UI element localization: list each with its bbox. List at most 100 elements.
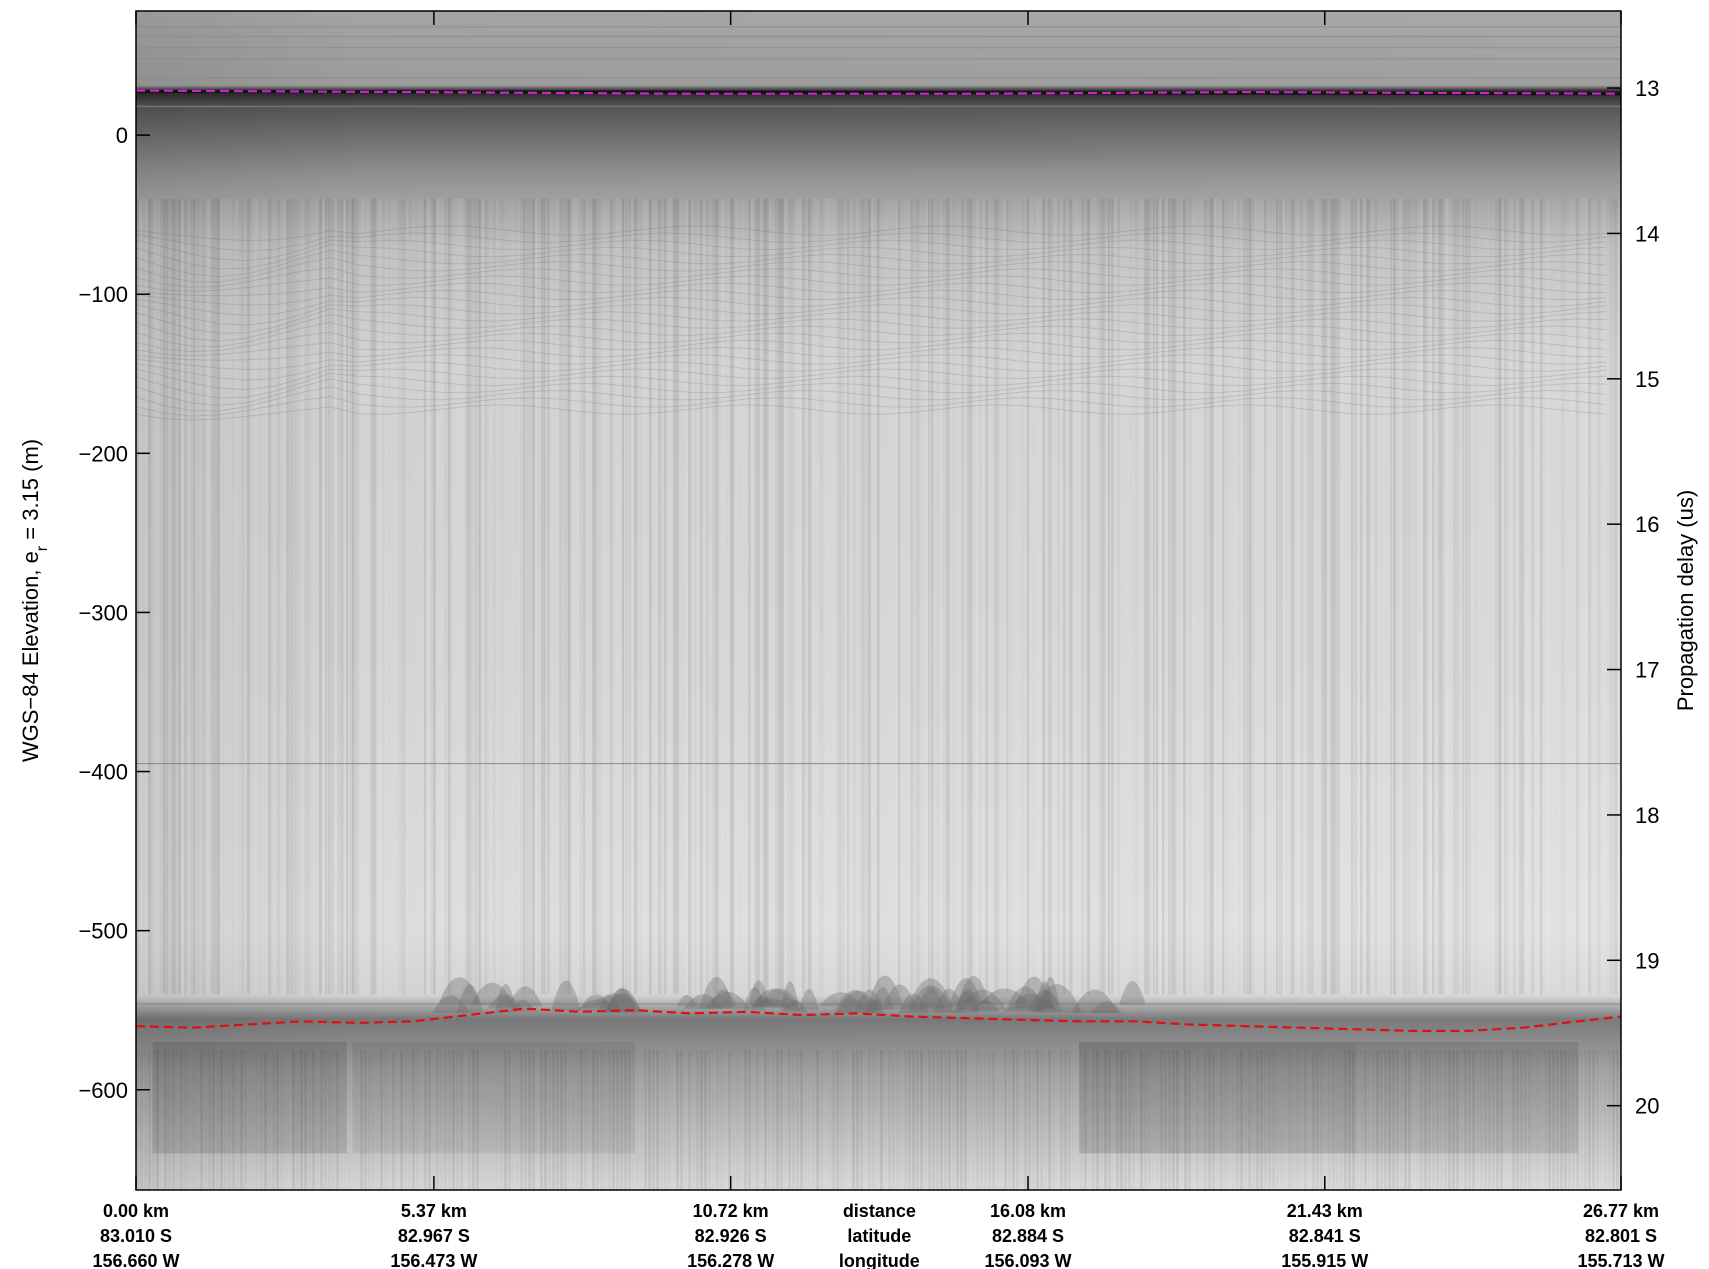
streak	[796, 198, 800, 995]
streak	[289, 198, 293, 995]
streak	[164, 1049, 167, 1190]
streak	[325, 198, 328, 995]
streak	[622, 198, 625, 995]
streak	[1165, 198, 1169, 995]
streak	[634, 198, 638, 995]
streak	[1140, 1049, 1143, 1190]
streak	[1096, 199, 1099, 995]
streak	[876, 1050, 879, 1190]
streak	[720, 1050, 723, 1190]
streak	[1432, 198, 1435, 995]
streak	[610, 198, 613, 995]
streak	[1270, 199, 1272, 995]
streak	[1153, 198, 1156, 995]
streak	[1160, 1049, 1163, 1190]
streak	[960, 1049, 963, 1190]
streak	[361, 198, 364, 995]
streak	[1222, 198, 1225, 995]
streak	[1102, 198, 1106, 995]
streak	[1213, 198, 1216, 995]
internal-layer	[136, 361, 1607, 381]
streak	[514, 199, 516, 995]
streak	[460, 198, 464, 995]
streak	[1591, 198, 1594, 995]
streak	[1585, 198, 1589, 995]
streak	[550, 198, 554, 995]
streak	[532, 1049, 535, 1190]
streak	[560, 1049, 563, 1190]
streak	[1496, 1049, 1499, 1190]
streak	[172, 198, 176, 995]
streak	[412, 1049, 415, 1190]
streak	[1453, 198, 1456, 995]
streak	[780, 1049, 783, 1190]
streak	[1520, 1049, 1523, 1190]
streak	[805, 199, 807, 995]
streak	[1126, 198, 1129, 995]
streak	[1099, 198, 1103, 995]
streak	[574, 198, 578, 995]
bed-clutter-mark	[748, 980, 770, 1006]
streak	[946, 198, 950, 995]
streak	[226, 198, 229, 995]
streak	[373, 198, 377, 995]
streak	[595, 199, 598, 995]
streak	[904, 198, 908, 995]
streak	[336, 1049, 339, 1190]
streak	[1264, 198, 1267, 995]
streak	[172, 1049, 175, 1190]
internal-layer	[136, 378, 1607, 406]
streak	[360, 1049, 363, 1190]
streak	[547, 198, 550, 995]
streak	[1003, 198, 1007, 995]
streak	[667, 198, 671, 995]
streak	[1282, 198, 1286, 995]
streak	[264, 1049, 267, 1190]
bed-clutter-mark	[750, 988, 797, 1008]
streak	[520, 199, 522, 995]
streak	[676, 1049, 679, 1190]
streak	[1390, 198, 1393, 995]
streak	[469, 198, 473, 995]
streak	[340, 198, 344, 995]
streak	[1030, 198, 1033, 995]
streak	[1444, 1049, 1447, 1190]
streak	[331, 198, 334, 995]
streak	[1516, 1049, 1519, 1190]
streak	[322, 198, 326, 995]
streak	[1486, 199, 1489, 995]
streak	[1036, 1049, 1039, 1190]
bed-clutter-mark	[957, 989, 1007, 1011]
streak	[1438, 198, 1442, 995]
streak	[1612, 1049, 1615, 1190]
streak	[1570, 198, 1573, 995]
streak	[428, 1049, 431, 1190]
internal-layer	[136, 368, 1607, 391]
streak	[1411, 199, 1414, 995]
streak	[1288, 199, 1291, 995]
streak	[624, 1049, 627, 1190]
streak	[1141, 198, 1145, 995]
streak	[932, 1049, 935, 1190]
streak	[319, 198, 323, 995]
streak	[250, 199, 253, 995]
streak	[1327, 199, 1329, 995]
streak	[156, 1049, 159, 1190]
streak	[1129, 199, 1132, 995]
streak	[704, 1049, 707, 1190]
left-tick-label: 0	[116, 123, 128, 148]
streak	[1207, 199, 1210, 995]
streak	[1032, 1050, 1035, 1190]
streak	[571, 199, 574, 995]
streak	[208, 198, 211, 995]
streak	[1176, 1049, 1179, 1190]
streak	[1336, 198, 1340, 995]
streak	[892, 1050, 895, 1190]
streak	[1592, 1049, 1595, 1190]
x-row-title: distance	[843, 1201, 916, 1221]
streak	[1004, 1049, 1007, 1190]
streak	[1484, 1049, 1487, 1190]
streak	[668, 1050, 671, 1190]
streak	[1057, 199, 1060, 995]
